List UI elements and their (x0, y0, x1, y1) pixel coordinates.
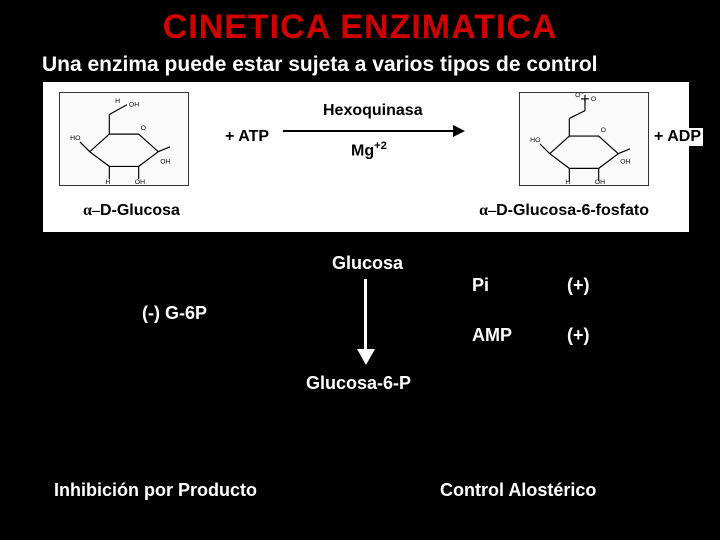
glucose6p-structure: O O⁻ HO H OH OH O (519, 92, 649, 186)
reactant-right: α–D-Glucosa-6-fosfato (479, 202, 649, 220)
down-arrow-icon (364, 279, 375, 365)
effector-pi-sign: (+) (567, 275, 590, 296)
regulation-diagram: Glucosa (-) G-6P Pi (+) AMP (+) Glucosa-… (42, 243, 690, 413)
reactant-left: α–D-Glucosa (83, 202, 180, 220)
svg-text:O: O (601, 127, 606, 134)
svg-text:HO: HO (70, 135, 80, 142)
svg-text:OH: OH (620, 158, 630, 165)
effector-amp: AMP (472, 325, 512, 346)
svg-text:OH: OH (595, 179, 605, 185)
svg-text:H: H (115, 98, 120, 105)
cofactor-sup: +2 (374, 140, 387, 152)
atp-label: + ATP (225, 128, 269, 146)
page-title: CINETICA ENZIMATICA (0, 0, 720, 47)
svg-text:OH: OH (135, 179, 145, 185)
cofactor-base: Mg (351, 142, 374, 159)
reactant-left-name: D-Glucosa (100, 202, 180, 219)
svg-text:HO: HO (530, 137, 540, 144)
negative-effector: (-) G-6P (142, 303, 207, 324)
substrate-label: Glucosa (332, 253, 403, 274)
mechanism-right: Control Alostérico (440, 480, 596, 501)
subtitle: Una enzima puede estar sujeta a varios t… (0, 47, 720, 79)
effector-pi: Pi (472, 275, 489, 296)
cofactor-label: Mg+2 (351, 140, 387, 160)
reactant-right-name: D-Glucosa-6-fosfato (496, 202, 649, 219)
glucose-structure: H OH HO H OH OH O (59, 92, 189, 186)
alpha-symbol-left: α– (83, 202, 100, 219)
alpha-symbol-right: α– (479, 202, 496, 219)
adp-label: + ADP (652, 128, 703, 146)
svg-text:H: H (105, 179, 110, 185)
mechanism-left: Inhibición por Producto (54, 480, 257, 501)
svg-text:OH: OH (160, 158, 170, 165)
svg-text:H: H (565, 179, 570, 185)
enzyme-name: Hexoquinasa (323, 102, 423, 120)
svg-text:O: O (141, 125, 146, 132)
reaction-diagram: HOH HO HOH OH O + ATP Hexoquinasa Mg+2 (42, 81, 690, 233)
reaction-arrow (283, 130, 463, 132)
svg-text:O: O (591, 96, 596, 103)
svg-text:O⁻: O⁻ (575, 93, 584, 99)
product-label: Glucosa-6-P (306, 373, 411, 394)
effector-amp-sign: (+) (567, 325, 590, 346)
svg-text:OH: OH (129, 102, 139, 109)
